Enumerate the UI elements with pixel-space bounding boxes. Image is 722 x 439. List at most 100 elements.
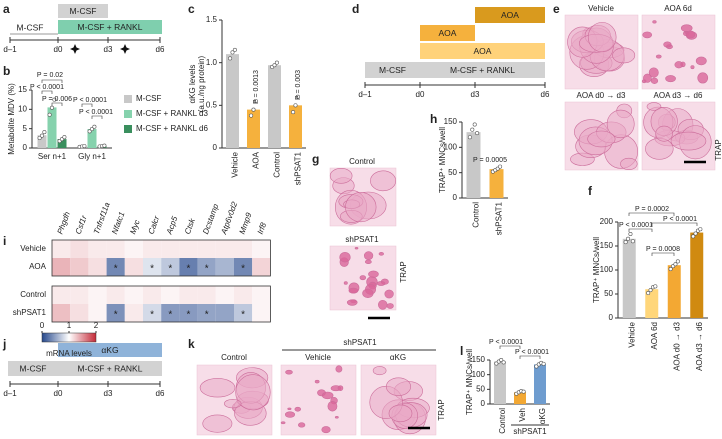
cell bbox=[680, 61, 686, 68]
y-axis-label: TRAP⁺ MNCs/well bbox=[438, 127, 447, 193]
heatmap-cell bbox=[143, 286, 162, 304]
stain-label: TRAP bbox=[714, 139, 722, 160]
heatmap-cell bbox=[124, 304, 143, 322]
heatmap-cell bbox=[161, 258, 180, 276]
timeline-box bbox=[58, 4, 108, 18]
cell bbox=[298, 422, 306, 428]
cell bbox=[362, 288, 374, 299]
p-value: P < 0.0001 bbox=[79, 109, 113, 116]
p-value: P < 0.0001 bbox=[619, 222, 653, 229]
bar bbox=[667, 265, 681, 318]
data-point bbox=[498, 164, 503, 169]
heatmap-cell bbox=[70, 240, 89, 258]
cell bbox=[327, 400, 338, 412]
cell bbox=[384, 289, 394, 299]
colorbar bbox=[41, 332, 97, 343]
data-point bbox=[467, 135, 472, 140]
data-point bbox=[668, 267, 673, 272]
panel-letter: g bbox=[312, 152, 319, 166]
bar bbox=[226, 54, 239, 149]
significance-star: * bbox=[187, 264, 191, 275]
heatmap-cell bbox=[197, 258, 216, 276]
timeline-box bbox=[58, 20, 162, 34]
colorbar-tick-label: 1 bbox=[67, 321, 72, 330]
timeline-start-label: M-CSF bbox=[17, 22, 44, 32]
timeline-box-label: M-CSF + RANKL bbox=[78, 22, 143, 32]
bar bbox=[494, 361, 506, 404]
cell bbox=[346, 299, 358, 306]
heatmap-cell bbox=[143, 240, 162, 258]
data-point bbox=[499, 357, 504, 362]
image-label: AOA 6d bbox=[664, 4, 692, 13]
data-point bbox=[470, 127, 475, 132]
data-point bbox=[249, 113, 254, 118]
heatmap-cell bbox=[215, 286, 234, 304]
cell bbox=[645, 137, 674, 160]
significance-bracket bbox=[628, 228, 653, 232]
y-tick-label: 150 bbox=[472, 355, 486, 364]
y-tick-label: 10 bbox=[18, 104, 27, 113]
y-tick-label: 0 bbox=[481, 399, 486, 408]
heatmap-cell bbox=[234, 304, 253, 322]
data-point bbox=[648, 288, 653, 293]
significance-bracket bbox=[91, 115, 103, 119]
cell bbox=[378, 252, 384, 256]
panel-letter: f bbox=[588, 184, 593, 198]
sampling-star bbox=[70, 44, 80, 54]
cell bbox=[339, 252, 351, 263]
cell bbox=[354, 247, 359, 250]
data-point bbox=[675, 259, 680, 264]
timeline-day: d6 bbox=[156, 389, 165, 398]
data-point bbox=[291, 110, 296, 115]
micrograph bbox=[280, 364, 357, 436]
significance-bracket bbox=[81, 103, 93, 107]
heatmap-cell bbox=[106, 258, 125, 276]
timeline-box-label: AOA bbox=[474, 46, 492, 56]
x-tick-label: Control bbox=[472, 202, 481, 228]
cell bbox=[364, 259, 372, 265]
heatmap-cell bbox=[52, 258, 71, 276]
data-point bbox=[47, 112, 52, 117]
timeline-day: d3 bbox=[104, 389, 113, 398]
significance-star: * bbox=[205, 310, 209, 321]
x-tick-label: AOA bbox=[252, 151, 261, 169]
cell bbox=[335, 365, 343, 373]
data-point bbox=[274, 60, 279, 65]
y-axis-label: Metabolite MDV (%) bbox=[7, 83, 16, 155]
significance-star: * bbox=[241, 310, 245, 321]
data-point bbox=[623, 240, 628, 245]
p-value: P < 0.0001 bbox=[489, 339, 523, 346]
row-label: AOA bbox=[29, 262, 47, 271]
image-label: AOA d0 → d3 bbox=[577, 91, 626, 100]
data-point bbox=[87, 129, 92, 134]
heatmap-cell bbox=[70, 286, 89, 304]
cell bbox=[376, 281, 386, 286]
significance-bracket bbox=[651, 252, 675, 256]
y-tick-label: 200 bbox=[600, 217, 614, 226]
cell bbox=[378, 299, 388, 310]
data-point bbox=[232, 47, 237, 52]
cell bbox=[385, 377, 411, 396]
y-tick-label: 50 bbox=[604, 289, 613, 298]
image-label: Control bbox=[221, 353, 247, 362]
heatmap-cell bbox=[70, 258, 89, 276]
cell bbox=[665, 75, 676, 83]
x-tick-label: AOA d0 → d3 bbox=[672, 321, 681, 370]
data-point bbox=[541, 361, 546, 366]
cell bbox=[652, 20, 657, 24]
gene-label: Atp6v0d2 bbox=[219, 200, 240, 236]
p-value: P = 0.006 bbox=[42, 96, 72, 103]
heatmap-cell bbox=[215, 240, 234, 258]
timeline-box bbox=[58, 361, 162, 376]
cell bbox=[680, 24, 693, 32]
data-point bbox=[628, 232, 633, 237]
cell bbox=[386, 303, 394, 309]
heatmap-cell bbox=[161, 304, 180, 322]
cell bbox=[343, 281, 348, 285]
x-tick-label: Vehicle bbox=[231, 151, 240, 177]
panel-letter: b bbox=[3, 64, 10, 78]
heatmap-cell bbox=[215, 304, 234, 322]
significance-star: * bbox=[150, 310, 154, 321]
significance-bracket bbox=[651, 222, 698, 226]
cell bbox=[663, 41, 672, 48]
